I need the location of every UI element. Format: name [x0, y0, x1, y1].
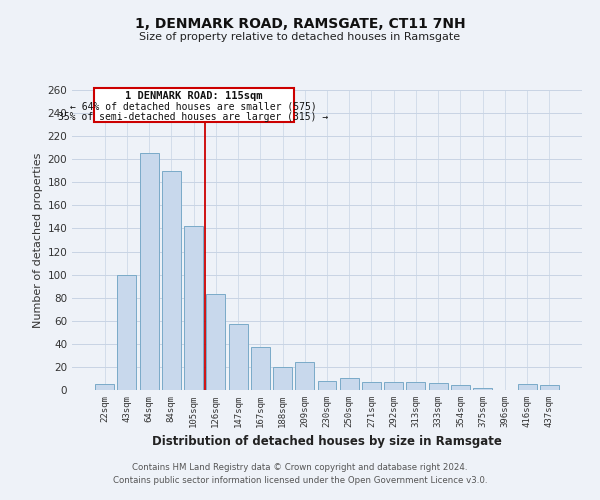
Bar: [384, 382, 403, 390]
Bar: [451, 386, 470, 390]
Bar: [362, 382, 381, 390]
FancyBboxPatch shape: [94, 88, 293, 122]
Text: 35% of semi-detached houses are larger (315) →: 35% of semi-detached houses are larger (…: [58, 112, 329, 122]
Bar: [184, 226, 203, 390]
Bar: [273, 367, 292, 390]
Bar: [251, 348, 270, 390]
Bar: [317, 381, 337, 390]
Text: ← 64% of detached houses are smaller (575): ← 64% of detached houses are smaller (57…: [70, 102, 317, 112]
Bar: [473, 388, 492, 390]
Bar: [540, 386, 559, 390]
Bar: [518, 384, 536, 390]
Bar: [229, 324, 248, 390]
Bar: [340, 378, 359, 390]
Text: 1 DENMARK ROAD: 115sqm: 1 DENMARK ROAD: 115sqm: [125, 91, 262, 101]
Bar: [295, 362, 314, 390]
Y-axis label: Number of detached properties: Number of detached properties: [33, 152, 43, 328]
Bar: [118, 274, 136, 390]
Text: 1, DENMARK ROAD, RAMSGATE, CT11 7NH: 1, DENMARK ROAD, RAMSGATE, CT11 7NH: [134, 18, 466, 32]
Text: Contains HM Land Registry data © Crown copyright and database right 2024.
Contai: Contains HM Land Registry data © Crown c…: [113, 463, 487, 485]
Text: Size of property relative to detached houses in Ramsgate: Size of property relative to detached ho…: [139, 32, 461, 42]
Bar: [429, 383, 448, 390]
X-axis label: Distribution of detached houses by size in Ramsgate: Distribution of detached houses by size …: [152, 436, 502, 448]
Bar: [95, 384, 114, 390]
Bar: [162, 171, 181, 390]
Bar: [406, 382, 425, 390]
Bar: [206, 294, 225, 390]
Bar: [140, 154, 158, 390]
